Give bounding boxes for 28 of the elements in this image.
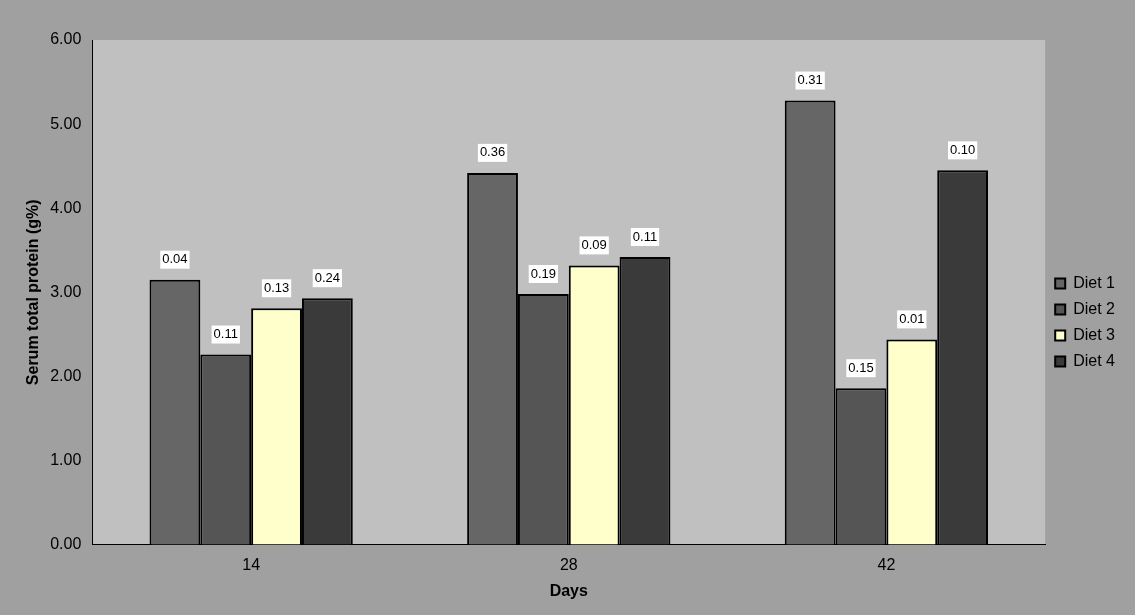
annotation: 0.36 [479,144,506,160]
y-tick-label: 1.00 [50,450,82,468]
legend-label: Diet 3 [1073,325,1116,343]
annotation: 0.31 [797,72,823,88]
annotation: 0.24 [314,269,341,285]
annotation: 0.13 [263,279,290,295]
x-axis-title: Days [549,581,588,599]
y-tick-label: 5.00 [50,114,82,132]
annotation: 0.09 [581,236,607,252]
legend-label: Diet 4 [1073,351,1116,369]
legend-label: Diet 1 [1073,273,1116,291]
y-tick-label: 2.00 [50,366,82,384]
x-tick-label: 28 [559,555,578,573]
annotation: 0.19 [530,265,557,281]
y-tick-label: 4.00 [50,198,82,216]
x-tick-label: 14 [242,555,261,573]
annotation: 0.10 [949,141,976,157]
annotation: 0.11 [213,326,238,342]
annotation: 0.15 [848,359,874,375]
annotation: 0.04 [162,251,188,267]
x-tick-label: 42 [877,555,896,573]
y-tick-label: 6.00 [50,30,82,48]
y-tick-label: 3.00 [50,282,82,300]
y-axis-title: Serum total protein (g%) [24,199,42,386]
y-tick-label: 0.00 [50,535,82,553]
legend-label: Diet 2 [1073,299,1116,317]
annotation: 0.01 [899,310,925,326]
annotation: 0.11 [632,228,658,244]
